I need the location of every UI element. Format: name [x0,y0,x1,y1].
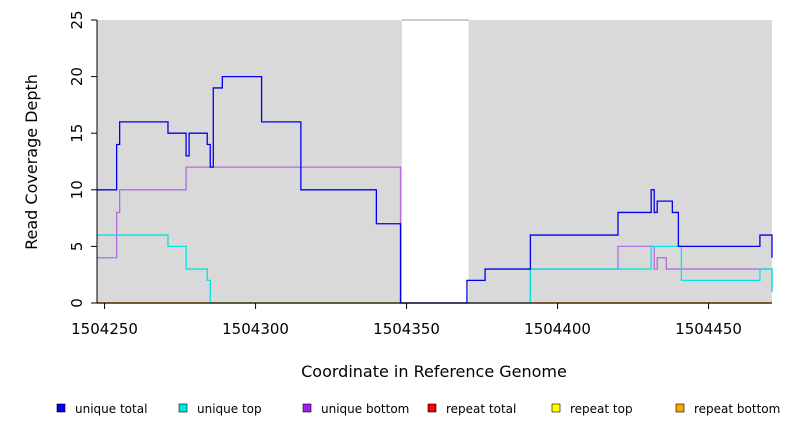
legend-item-repeat-total: repeat total [427,402,516,416]
y-tick-label: 25 [68,10,86,29]
y-tick-label: 0 [68,298,86,308]
legend-label: repeat top [570,402,633,416]
x-axis-label: Coordinate in Reference Genome [301,362,567,381]
y-tick-label: 20 [68,67,86,86]
legend-swatch [302,403,312,413]
x-tick-label: 1504250 [71,320,138,338]
y-ticks: 0 5 10 15 20 25 [68,10,97,308]
legend-label: repeat bottom [694,402,780,416]
y-tick-label: 10 [68,180,86,199]
x-tick-label: 1504350 [373,320,440,338]
legend-swatch [427,403,437,413]
legend-swatch [178,403,188,413]
legend-item-unique-top: unique top [178,402,262,416]
legend-item-repeat-top: repeat top [551,402,633,416]
y-axis-label: Read Coverage Depth [22,74,41,250]
y-tick-label: 5 [68,242,86,252]
y-tick-label: 15 [68,124,86,143]
legend-label: unique total [75,402,147,416]
x-tick-label: 1504450 [675,320,742,338]
legend-label: repeat total [446,402,516,416]
gap-region [402,20,469,303]
legend: unique total unique top unique bottom repea… [56,402,780,416]
legend-swatch [56,403,66,413]
x-tick-label: 1504300 [222,320,289,338]
legend-label: unique top [197,402,262,416]
legend-swatch [551,403,561,413]
x-tick-label: 1504400 [524,320,591,338]
legend-item-unique-bottom: unique bottom [302,402,409,416]
legend-item-repeat-bottom: repeat bottom [675,402,780,416]
legend-label: unique bottom [321,402,409,416]
legend-item-unique-total: unique total [56,402,147,416]
series-unique-total-line [97,75,773,304]
x-ticks: 1504250 1504300 1504350 1504400 1504450 [71,303,742,338]
legend-swatch [675,403,685,413]
